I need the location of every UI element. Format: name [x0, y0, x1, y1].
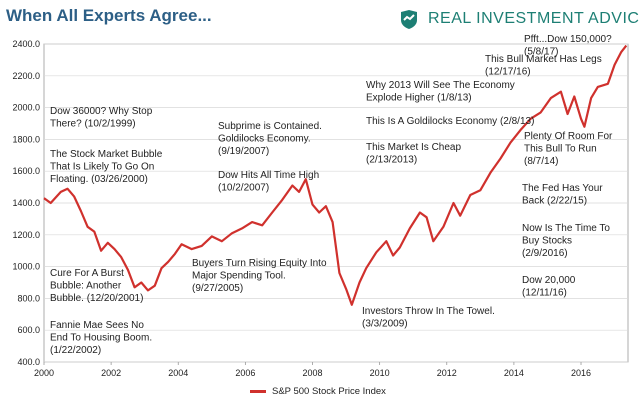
annotation-line: (12/11/16) — [522, 288, 567, 299]
annotation-line: Why 2013 Will See The Economy — [366, 80, 515, 91]
annotation-line: (10/2/2007) — [218, 183, 269, 194]
legend-swatch — [250, 390, 266, 393]
x-tick-label: 2000 — [34, 368, 54, 378]
annotation-line: (8/7/14) — [524, 156, 558, 167]
annotation: This Is A Goldilocks Economy (2/8/13) — [366, 116, 534, 127]
annotation-line: Floating. (03/26/2000) — [50, 174, 148, 185]
annotation-line: Now Is The Time To — [522, 223, 610, 234]
y-tick-label: 1400.0 — [12, 198, 40, 208]
annotation-line: Back (2/22/15) — [522, 196, 587, 207]
annotation-line: (9/19/2007) — [218, 146, 269, 157]
annotation-line: Cure For A Burst — [50, 268, 124, 279]
y-axis-ticks: 400.0 600.0 800.0 1000.0 1200.0 1400.0 1600.0 1… — [12, 39, 40, 367]
annotation-line: (3/3/2009) — [362, 319, 408, 330]
x-tick-label: 2008 — [302, 368, 322, 378]
annotation-line: Bubble. (12/20/2001) — [50, 293, 143, 304]
x-tick-label: 2002 — [101, 368, 121, 378]
x-axis-ticks: 2000 2002 2004 2006 2008 2010 2012 2014 2016 — [34, 362, 591, 378]
annotation: Subprime is Contained. Goldilocks Economy… — [218, 121, 322, 157]
brand-name: REAL INVESTMENT ADVICE — [428, 10, 640, 27]
bull-head-logo-icon — [401, 10, 417, 29]
x-tick-label: 2012 — [437, 368, 457, 378]
y-tick-label: 800.0 — [17, 293, 40, 303]
series-line-sp500 — [43, 44, 628, 306]
annotation-line: Buyers Turn Rising Equity Into — [192, 258, 327, 269]
annotation: Dow 20,000 (12/11/16) — [522, 275, 576, 299]
y-tick-label: 1000.0 — [12, 262, 40, 272]
annotation-line: This Market Is Cheap — [366, 142, 461, 153]
annotation-line: There? (10/2/1999) — [50, 119, 136, 130]
annotation: Plenty Of Room For This Bull To Run (8/7/1… — [524, 131, 613, 167]
annotation-line: (9/27/2005) — [192, 283, 243, 294]
annotation: The Stock Market Bubble That Is Likely To… — [50, 149, 163, 185]
annotation-line: Investors Throw In The Towel. — [362, 306, 495, 317]
y-tick-label: 600.0 — [17, 325, 40, 335]
annotation-line: Dow Hits All Time High — [218, 170, 319, 181]
x-tick-label: 2010 — [370, 368, 390, 378]
x-tick-label: 2004 — [168, 368, 188, 378]
annotation: Why 2013 Will See The Economy Explode Hig… — [366, 80, 515, 104]
annotation-line: Buy Stocks — [522, 236, 572, 247]
x-tick-label: 2006 — [235, 368, 255, 378]
x-tick-label: 2014 — [504, 368, 524, 378]
y-tick-label: 400.0 — [17, 357, 40, 367]
annotations: Dow 36000? Why Stop There? (10/2/1999) The… — [50, 34, 613, 356]
annotation: The Fed Has Your Back (2/22/15) — [522, 183, 603, 207]
annotation-line: Explode Higher (1/8/13) — [366, 93, 472, 104]
annotation-line: The Fed Has Your — [522, 183, 603, 194]
annotation-line: (1/22/2002) — [50, 345, 101, 356]
annotation-line: Dow 20,000 — [522, 275, 576, 286]
annotation-line: This Bull To Run — [524, 144, 597, 155]
annotation: Fannie Mae Sees No End To Housing Boom. (1… — [50, 320, 152, 356]
annotation-line: Fannie Mae Sees No — [50, 320, 144, 331]
annotation-line: Goldilocks Economy. — [218, 134, 311, 145]
annotation-line: Major Spending Tool. — [192, 271, 286, 282]
annotation: Cure For A Burst Bubble: Another Bubble. (… — [50, 268, 143, 304]
annotation: Buyers Turn Rising Equity Into Major Spen… — [192, 258, 327, 294]
annotation-line: (2/13/2013) — [366, 155, 417, 166]
annotation-line: Subprime is Contained. — [218, 121, 322, 132]
y-tick-label: 1800.0 — [12, 134, 40, 144]
annotation: Dow Hits All Time High (10/2/2007) — [218, 170, 319, 194]
annotation-line: Dow 36000? Why Stop — [50, 106, 153, 117]
annotation-line: Bubble: Another — [50, 281, 122, 292]
annotation: Dow 36000? Why Stop There? (10/2/1999) — [50, 106, 153, 130]
gridlines — [44, 43, 628, 363]
y-tick-label: 1600.0 — [12, 166, 40, 176]
y-tick-label: 2400.0 — [12, 39, 40, 49]
legend-label: S&P 500 Stock Price Index — [272, 386, 386, 397]
x-tick-label: 2016 — [571, 368, 591, 378]
annotation: Pfft...Dow 150,000? (5/8/17) — [524, 34, 612, 58]
page-title: When All Experts Agree... — [6, 6, 212, 25]
annotation-line: The Stock Market Bubble — [50, 149, 163, 160]
brand: REAL INVESTMENT ADVICE — [398, 6, 640, 32]
y-tick-label: 1200.0 — [12, 230, 40, 240]
annotation-line: Pfft...Dow 150,000? — [524, 34, 612, 45]
annotation-line: (12/17/16) — [485, 67, 531, 78]
annotation: This Market Is Cheap (2/13/2013) — [366, 142, 461, 166]
annotation: Now Is The Time To Buy Stocks (2/9/2016) — [522, 223, 610, 259]
annotation: This Bull Market Has Legs (12/17/16) — [485, 54, 602, 78]
annotation-line: (5/8/17) — [524, 47, 558, 58]
annotation: Investors Throw In The Towel. (3/3/2009) — [362, 306, 495, 330]
y-tick-label: 2000.0 — [12, 103, 40, 113]
annotation-line: This Bull Market Has Legs — [485, 54, 602, 65]
annotation-line: (2/9/2016) — [522, 248, 568, 259]
annotation-line: That Is Likely To Go On — [50, 162, 154, 173]
annotation-line: This Is A Goldilocks Economy (2/8/13) — [366, 116, 534, 127]
y-tick-label: 2200.0 — [12, 71, 40, 81]
annotation-line: End To Housing Boom. — [50, 333, 152, 344]
annotation-line: Plenty Of Room For — [524, 131, 613, 142]
legend: S&P 500 Stock Price Index — [250, 386, 386, 397]
